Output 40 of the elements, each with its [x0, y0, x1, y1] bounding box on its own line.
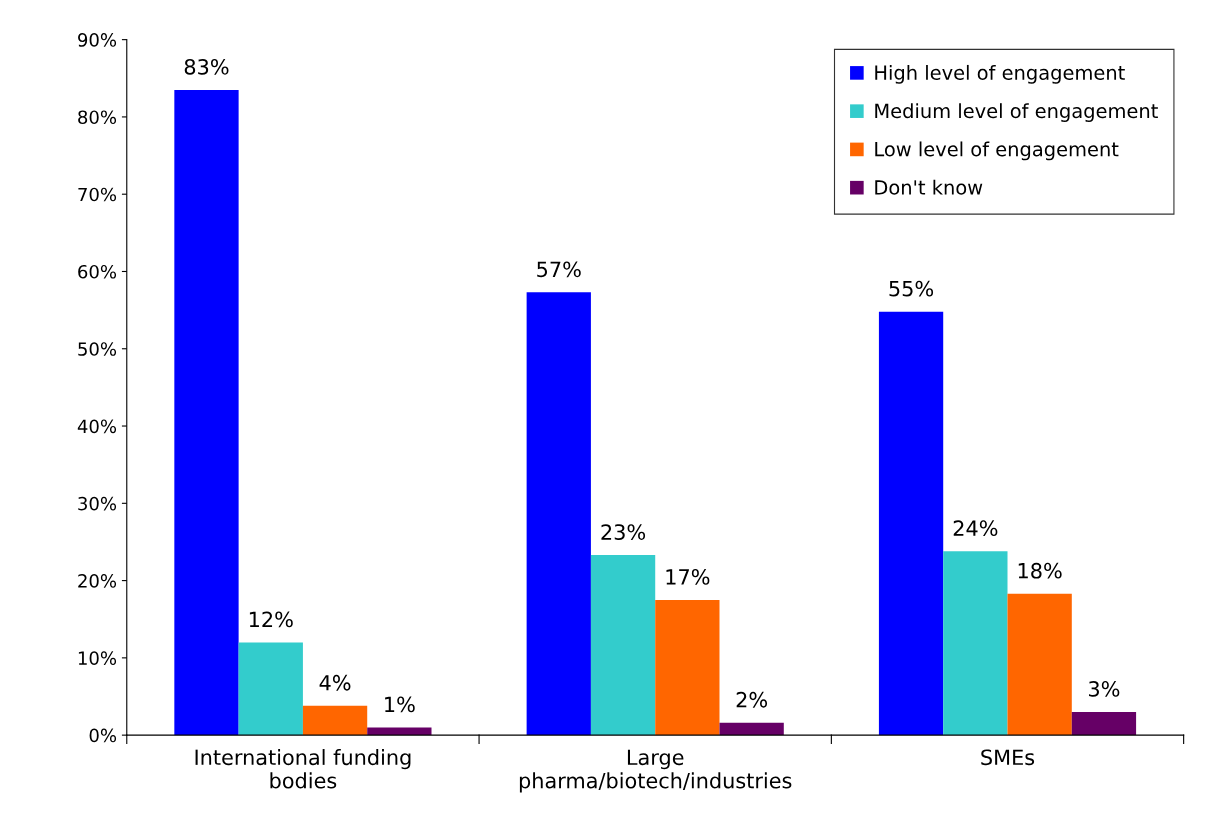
y-tick-label: 20%	[78, 574, 117, 588]
bar	[238, 642, 303, 736]
bar	[367, 727, 432, 736]
data-label: 18%	[1018, 562, 1062, 579]
bar	[943, 551, 1008, 736]
data-label: 55%	[889, 280, 934, 297]
x-tick-label: Large pharma/biotech/industries	[519, 749, 792, 793]
y-tick-label: 30%	[78, 496, 117, 511]
legend-label: High level of engagement	[875, 64, 1125, 84]
data-label: 17%	[666, 569, 710, 585]
data-label: 1%	[385, 696, 415, 713]
bar	[1007, 593, 1072, 736]
bar	[302, 705, 368, 736]
data-label: 24%	[953, 520, 998, 537]
bar	[878, 311, 944, 736]
y-tick-label: 10%	[78, 651, 117, 665]
bar	[590, 555, 656, 736]
data-label: 2%	[736, 691, 768, 708]
data-label: 12%	[249, 611, 293, 628]
data-label: 23%	[601, 524, 646, 540]
bar	[655, 599, 720, 736]
y-tick-label: 60%	[78, 264, 117, 279]
x-tick-label: SMEs	[981, 749, 1035, 766]
y-tick-label: 50%	[78, 342, 117, 356]
legend-label: Medium level of engagement	[875, 103, 1158, 123]
y-tick-label: 40%	[77, 419, 117, 434]
legend-label: Low level of engagement	[875, 141, 1119, 161]
y-tick-label: 70%	[78, 187, 117, 202]
bar	[1071, 711, 1137, 736]
data-label: 3%	[1089, 681, 1120, 697]
y-tick-label: 80%	[78, 110, 117, 125]
bar	[526, 292, 591, 736]
y-tick-label: 0%	[89, 728, 117, 743]
bar	[174, 89, 239, 736]
x-tick-label: International funding bodies	[195, 749, 411, 789]
legend-label: Don't know	[875, 179, 983, 195]
data-label: 57%	[537, 261, 581, 278]
data-label: 83%	[184, 58, 229, 75]
y-tick-label: 90%	[78, 33, 117, 47]
data-label: 4%	[319, 674, 351, 691]
